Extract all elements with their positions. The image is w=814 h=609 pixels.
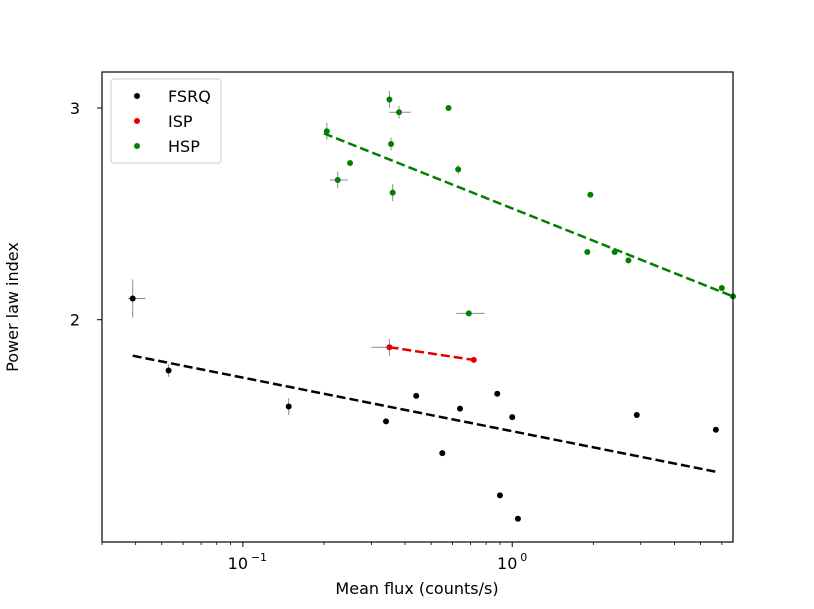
fsrq-data-point xyxy=(633,411,640,418)
legend: FSRQ ISP HSP xyxy=(110,78,222,164)
x-tick-exponent: −1 xyxy=(251,551,267,564)
hsp-data-point xyxy=(718,284,725,291)
hsp-data-point xyxy=(334,176,341,183)
fsrq-data-point xyxy=(439,450,446,457)
fsrq-data-point xyxy=(514,515,521,522)
hsp-data-point xyxy=(347,160,354,167)
hsp-data-point xyxy=(611,248,618,255)
legend-box xyxy=(110,78,222,164)
fsrq-data-point xyxy=(509,414,516,421)
legend-marker-isp xyxy=(134,118,140,124)
axis-ticks: 10 −1 10 023 xyxy=(70,99,723,573)
hsp-data-point xyxy=(389,189,396,196)
x-tick-label: 10 xyxy=(228,554,248,573)
fsrq-data-point xyxy=(383,418,390,425)
y-axis-label: Power law index xyxy=(3,242,22,372)
legend-label-hsp: HSP xyxy=(168,137,200,156)
x-tick-exponent: 0 xyxy=(520,551,527,564)
legend-marker-hsp xyxy=(134,143,140,149)
hsp-fit-line xyxy=(323,132,734,298)
legend-label-fsrq: FSRQ xyxy=(168,87,211,106)
legend-label-isp: ISP xyxy=(168,112,193,131)
fsrq-data-point xyxy=(413,392,420,399)
fsrq-fit-line xyxy=(132,354,719,474)
hsp-data-point xyxy=(386,96,393,103)
hsp-data-point xyxy=(445,104,452,111)
hsp-data-point xyxy=(625,257,632,264)
hsp-data-point xyxy=(587,191,594,198)
hsp-data-point xyxy=(584,248,591,255)
hsp-data-point xyxy=(455,166,462,173)
y-tick-label: 3 xyxy=(70,99,80,118)
fsrq-data-point xyxy=(457,405,464,412)
fsrq-data-point xyxy=(712,426,719,433)
x-axis-label: Mean flux (counts/s) xyxy=(335,579,498,598)
fsrq-data-point xyxy=(285,403,292,410)
isp-data-point xyxy=(470,356,477,363)
fsrq-data-point xyxy=(496,492,503,499)
hsp-data-point xyxy=(465,310,472,317)
hsp-data-point xyxy=(388,140,395,147)
fsrq-data-point xyxy=(494,390,501,397)
plot-content xyxy=(128,91,736,522)
legend-marker-fsrq xyxy=(134,93,140,99)
fsrq-data-point xyxy=(165,367,172,374)
fsrq-data-point xyxy=(129,295,136,302)
isp-data-point xyxy=(386,344,393,351)
y-tick-label: 2 xyxy=(70,311,80,330)
plot-frame xyxy=(101,71,734,543)
hsp-data-point xyxy=(323,128,330,135)
isp-fit-line xyxy=(389,345,474,362)
x-tick-label: 10 xyxy=(497,554,517,573)
hsp-data-point xyxy=(396,109,403,116)
